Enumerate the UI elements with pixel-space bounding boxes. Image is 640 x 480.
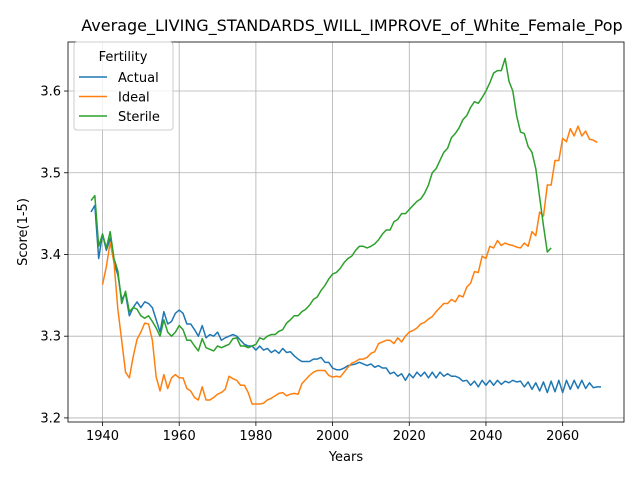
y-axis-label: Score(1-5) [16,198,31,266]
series-line-sterile [90,57,552,352]
y-tick-label: 3.4 [40,248,61,263]
plot-frame [67,41,625,423]
x-tick-label: 2060 [546,429,579,444]
legend-label-sterile: Sterile [118,110,160,125]
x-tick-label: 1960 [163,429,196,444]
x-tick-label: 2020 [393,429,426,444]
legend: Fertility Actual Ideal Sterile [73,41,174,131]
x-tick-label: 2000 [316,429,349,444]
gridlines [68,42,624,422]
series-lines [90,57,601,405]
legend-box [73,41,174,131]
y-tick-label: 3.3 [40,330,61,345]
y-tick-label: 3.5 [40,166,61,181]
x-axis-ticks: 1940 1960 1980 2000 2020 2040 2060 [86,422,579,444]
x-tick-label: 1980 [239,429,272,444]
y-tick-label: 3.2 [40,411,61,426]
x-tick-label: 1940 [86,429,119,444]
series-line-actual [90,204,601,394]
y-axis-ticks: 3.2 3.3 3.4 3.5 3.6 [40,85,68,426]
legend-entries: Actual Ideal Sterile [79,71,160,125]
series-line-ideal [101,125,598,405]
legend-label-actual: Actual [118,71,159,86]
x-tick-label: 2040 [469,429,502,444]
chart-title: Average_LIVING_STANDARDS_WILL_IMPROVE_of… [81,16,622,36]
y-tick-label: 3.6 [40,85,61,100]
legend-label-ideal: Ideal [118,91,150,106]
x-axis-label: Years [328,450,364,465]
legend-title: Fertility [99,50,148,65]
